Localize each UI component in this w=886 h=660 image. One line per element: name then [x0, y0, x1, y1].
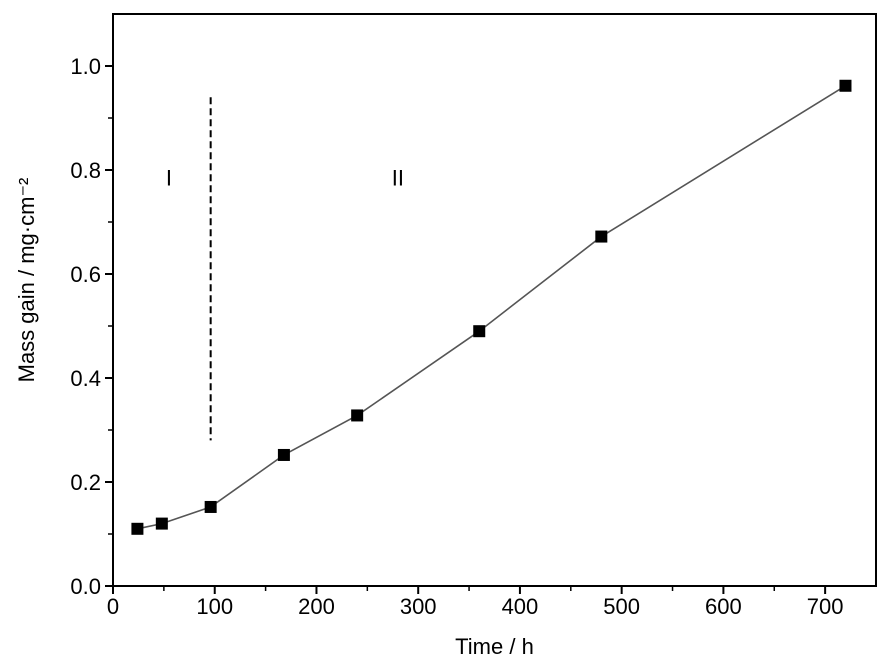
y-tick-label: 0.2 [70, 470, 101, 495]
x-tick-label: 400 [502, 594, 539, 619]
data-point [595, 230, 608, 243]
x-tick-label: 700 [807, 594, 844, 619]
y-tick-label: 0.6 [70, 262, 101, 287]
data-point [155, 517, 168, 530]
x-tick-label: 300 [400, 594, 437, 619]
x-tick-label: 0 [107, 594, 119, 619]
x-tick-label: 200 [298, 594, 335, 619]
data-points [131, 79, 852, 535]
data-point [277, 448, 290, 461]
data-point [204, 500, 217, 513]
y-tick-label: 0.8 [70, 158, 101, 183]
data-point [473, 325, 486, 338]
x-tick-label: 100 [196, 594, 233, 619]
x-tick-label: 600 [705, 594, 742, 619]
data-point [131, 522, 144, 535]
y-tick-label: 0.0 [70, 574, 101, 599]
series-line [137, 85, 846, 530]
x-tick-label: 500 [603, 594, 640, 619]
region-labels: I II [166, 166, 404, 191]
axis-ticks [105, 65, 827, 594]
y-tick-label: 0.4 [70, 366, 101, 391]
x-axis-title: Time / h [455, 634, 534, 659]
data-point [351, 409, 364, 422]
tick-labels: 0 100 200 300 400 500 600 700 0.0 0.2 0.4 0.6 0.8 1.0 [70, 54, 843, 619]
region-label-1: I [166, 166, 172, 191]
data-point [839, 79, 852, 92]
y-tick-label: 1.0 [70, 54, 101, 79]
plot-frame [112, 13, 877, 587]
region-label-2: II [392, 166, 404, 191]
y-axis-title: Mass gain / mg·cm⁻² [14, 178, 39, 383]
